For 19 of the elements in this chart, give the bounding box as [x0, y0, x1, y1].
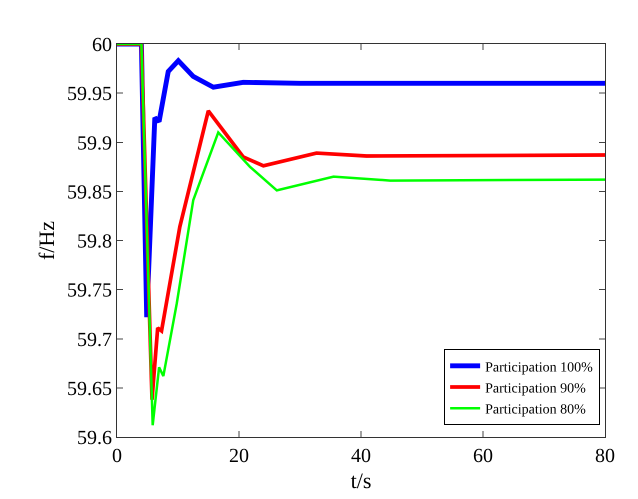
y-tick-label: 59.75 — [67, 280, 112, 302]
x-tick-label: 40 — [351, 445, 371, 467]
legend-label: Participation 100% — [485, 360, 594, 376]
y-tick-label: 60 — [92, 34, 112, 56]
legend-label: Participation 80% — [485, 402, 586, 418]
x-tick-label: 0 — [112, 445, 122, 467]
y-tick-label: 59.95 — [67, 83, 112, 106]
y-axis-title: f/Hz — [34, 220, 59, 260]
y-tick-label: 59.8 — [77, 230, 112, 252]
x-tick-label: 20 — [229, 445, 249, 467]
y-tick-label: 59.9 — [77, 132, 112, 154]
y-tick-label: 59.7 — [77, 328, 112, 351]
x-tick-label: 80 — [595, 445, 615, 467]
legend-label: Participation 90% — [485, 381, 586, 396]
y-tick-label: 59.6 — [77, 427, 112, 449]
y-tick-label: 59.65 — [67, 378, 112, 400]
x-tick-label: 60 — [473, 445, 493, 467]
x-axis-title: t/s — [350, 468, 372, 493]
y-tick-label: 59.85 — [67, 181, 112, 204]
